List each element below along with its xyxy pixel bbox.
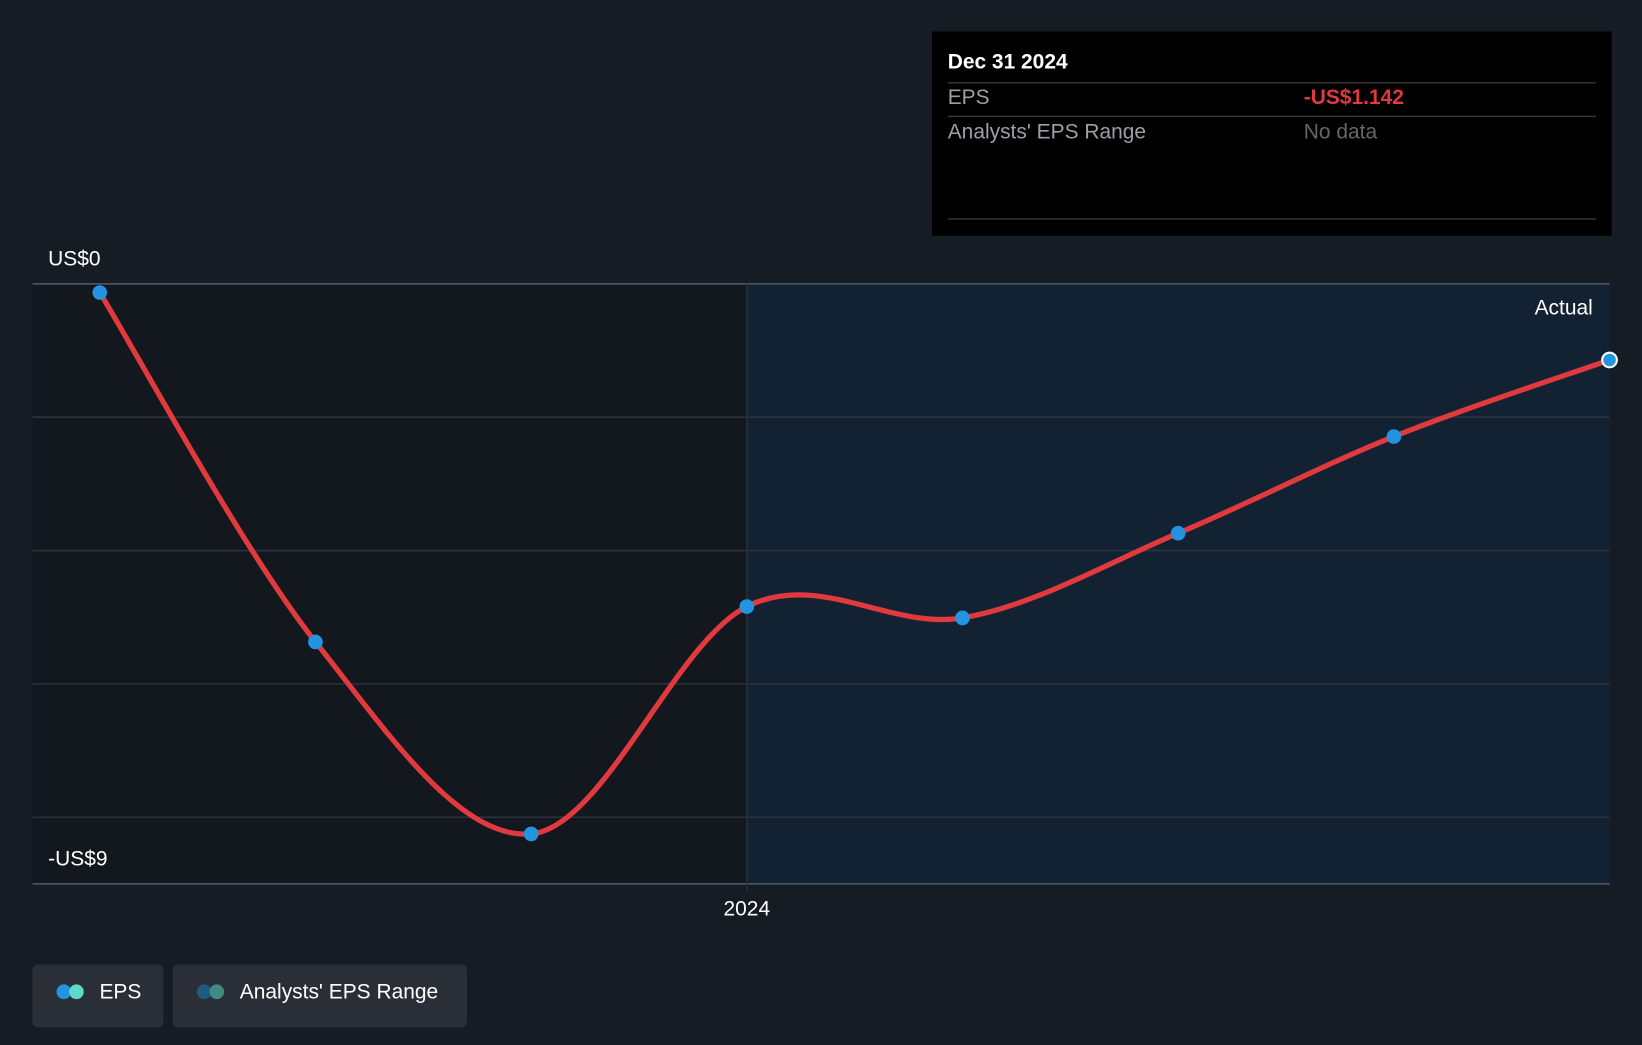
data-point <box>739 599 755 614</box>
y-tick-label: US$0 <box>48 247 100 270</box>
tooltip-value: No data <box>1304 121 1378 144</box>
data-point <box>1170 525 1186 541</box>
legend-button[interactable] <box>32 964 164 1028</box>
actual-region <box>746 283 1610 884</box>
legend-icon <box>56 984 72 1000</box>
legend-button[interactable] <box>172 964 468 1028</box>
region-label: Actual <box>1535 297 1593 320</box>
legend-icon <box>196 984 212 1000</box>
y-tick-label: -US$9 <box>48 847 107 870</box>
legend-icon <box>69 984 84 1000</box>
tooltip-label: EPS <box>948 86 990 109</box>
data-point <box>1386 429 1402 444</box>
data-point <box>955 610 970 626</box>
legend-label: Analysts' EPS Range <box>240 980 438 1003</box>
tooltip-box <box>932 31 1612 236</box>
x-tick-label: 2024 <box>724 898 771 921</box>
data-point <box>308 634 323 650</box>
tooltip-date: Dec 31 2024 <box>948 50 1068 73</box>
data-point <box>92 285 108 300</box>
legend-label: EPS <box>99 980 141 1003</box>
tooltip-label: Analysts' EPS Range <box>948 121 1146 144</box>
past-region <box>32 283 747 884</box>
tooltip-value: -US$1.142 <box>1304 86 1404 109</box>
legend-icon <box>209 984 225 1000</box>
data-point <box>1601 351 1618 369</box>
data-point <box>523 826 539 842</box>
